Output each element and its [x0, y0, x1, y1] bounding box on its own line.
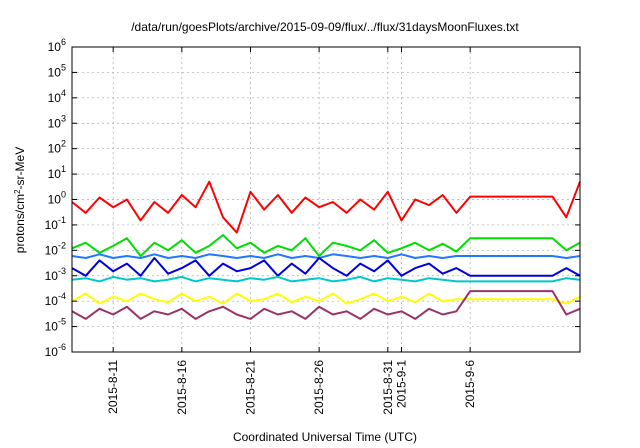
x-tick-label: 2015-9-1 [395, 360, 409, 408]
y-tick-exp: -6 [58, 342, 66, 352]
y-tick-base: 10 [45, 320, 59, 334]
y-tick-exp: -3 [58, 266, 66, 276]
y-tick-exp: 2 [61, 139, 66, 149]
y-tick-base: 10 [45, 345, 59, 359]
series-line-1 [71, 234, 581, 257]
y-tick-base: 10 [45, 269, 59, 283]
y-tick-label: 10-5 [45, 317, 66, 334]
y-tick-base: 10 [48, 167, 62, 181]
y-tick-exp: -5 [58, 317, 66, 327]
y-tick-exp: 5 [61, 62, 66, 72]
y-tick-base: 10 [48, 40, 62, 54]
y-tick-exp: 0 [61, 190, 66, 200]
y-tick-exp: -2 [58, 240, 66, 250]
y-tick-exp: 1 [61, 164, 66, 174]
y-tick-exp: -4 [58, 291, 66, 301]
x-axis-ticks: 2015-8-11 2015-8-16 2015-8-21 2015-8-26 2015… [106, 47, 477, 415]
y-axis-ticks: 10-610-510-410-310-210-11001011021031041… [45, 37, 580, 359]
y-tick-exp: 6 [61, 37, 66, 47]
y-tick-exp: -1 [58, 215, 66, 225]
series-layer [71, 180, 581, 320]
y-tick-base: 10 [48, 65, 62, 79]
x-tick-label: 2015-8-31 [381, 360, 395, 415]
y-tick-label: 105 [48, 62, 66, 79]
y-tick-exp: 4 [61, 88, 66, 98]
series-line-5 [71, 292, 581, 305]
x-tick-label: 2015-8-16 [175, 360, 189, 415]
y-tick-label: 101 [48, 164, 66, 181]
y-tick-label: 106 [48, 37, 66, 54]
y-tick-label: 10-2 [45, 240, 66, 257]
y-tick-base: 10 [45, 243, 59, 257]
series-line-4 [71, 275, 581, 283]
y-tick-label: 10-1 [45, 215, 66, 232]
x-tick-label: 2015-9-6 [463, 360, 477, 408]
y-axis-label-rest: -sr-MeV [13, 147, 27, 190]
y-axis-label-base: protons/cm [13, 194, 27, 253]
y-axis-label-sup: 2 [13, 189, 22, 194]
y-tick-base: 10 [45, 294, 59, 308]
y-tick-base: 10 [48, 91, 62, 105]
y-tick-label: 103 [48, 113, 66, 130]
x-tick-label: 2015-8-11 [106, 360, 120, 414]
series-line-6 [71, 290, 581, 320]
y-tick-label: 104 [48, 88, 66, 105]
y-axis-label: protons/cm2-sr-MeV [13, 147, 28, 253]
y-tick-exp: 3 [61, 113, 66, 123]
y-tick-base: 10 [45, 218, 59, 232]
chart-title: /data/run/goesPlots/archive/2015-09-09/f… [131, 20, 519, 34]
x-axis-label: Coordinated Universal Time (UTC) [233, 430, 417, 444]
y-tick-base: 10 [48, 142, 62, 156]
y-tick-base: 10 [48, 116, 62, 130]
x-tick-label: 2015-8-26 [312, 360, 326, 415]
series-line-0 [71, 180, 581, 234]
series-line-2 [71, 253, 581, 259]
y-tick-label: 10-4 [45, 291, 66, 308]
grid-lines [72, 46, 580, 353]
y-tick-label: 10-3 [45, 266, 66, 283]
y-tick-base: 10 [48, 193, 62, 207]
x-tick-label: 2015-8-21 [243, 360, 257, 415]
series-line-3 [71, 257, 581, 277]
y-tick-label: 102 [48, 139, 66, 156]
y-tick-label: 10-6 [45, 342, 66, 359]
y-tick-label: 100 [48, 190, 66, 207]
